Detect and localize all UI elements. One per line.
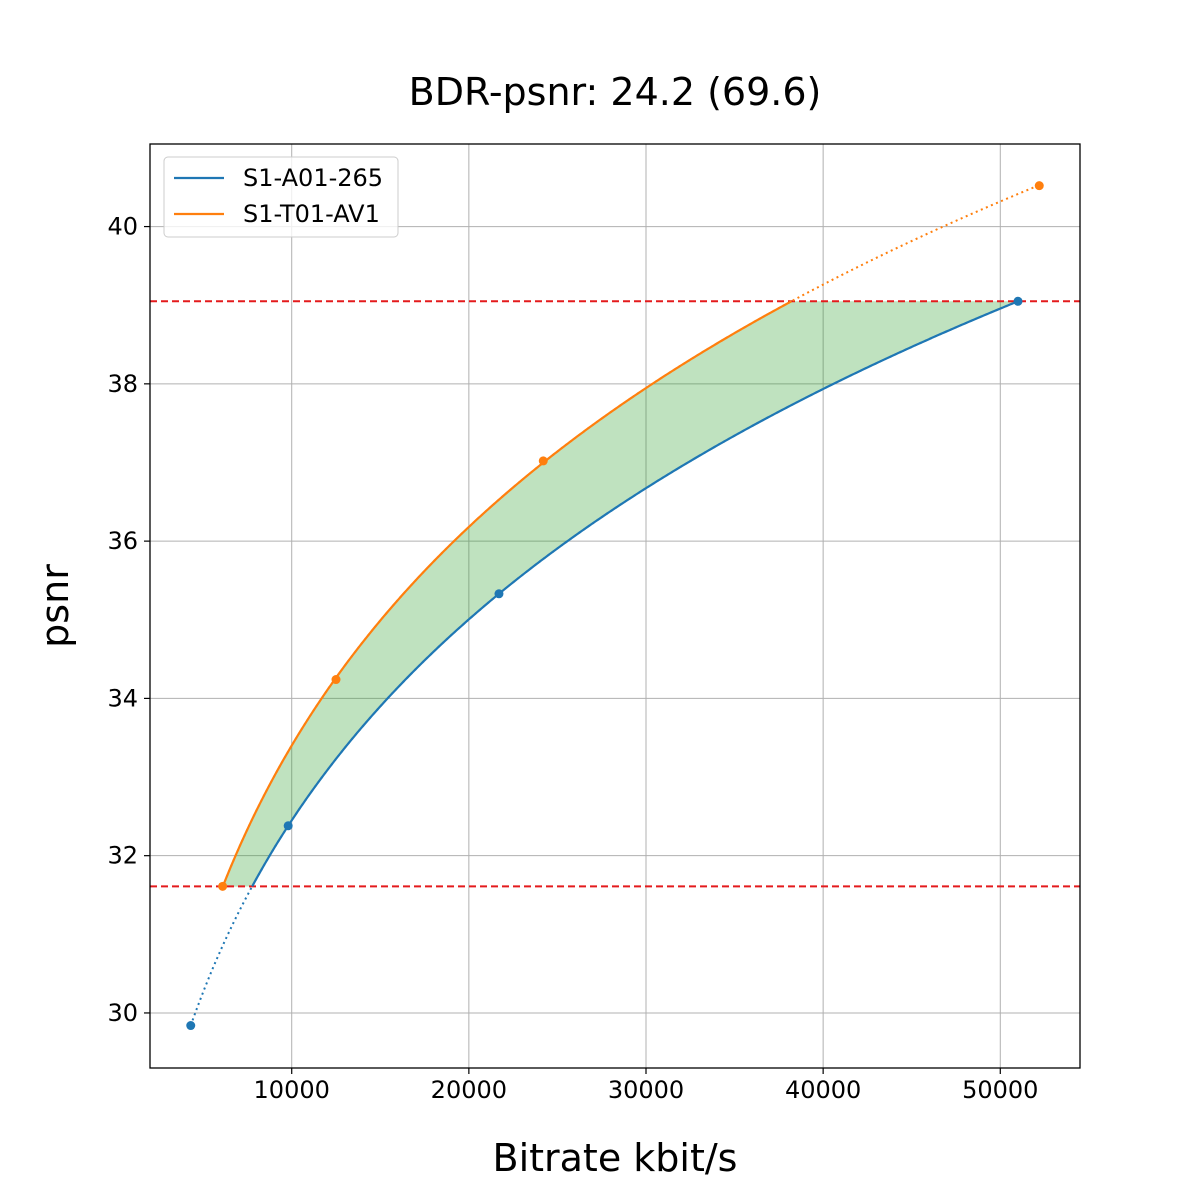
series-1-point: [186, 1021, 196, 1031]
y-tick-label: 38: [107, 370, 138, 398]
legend: S1-A01-265 S1-T01-AV1: [163, 156, 399, 238]
series-2-point: [331, 675, 341, 685]
y-tick-label: 34: [107, 684, 138, 712]
x-tick-label: 40000: [785, 1076, 861, 1104]
series-2-solid-curve: [221, 300, 793, 888]
x-tick-label: 20000: [431, 1076, 507, 1104]
x-axis-label: Bitrate kbit/s: [493, 1136, 738, 1180]
series-2-point: [218, 881, 228, 891]
axes-frame: [149, 143, 1081, 1069]
y-axis-label: psnr: [33, 564, 77, 648]
legend-label: S1-T01-AV1: [243, 200, 380, 228]
x-tick-label: 10000: [254, 1076, 330, 1104]
series-2-point: [538, 456, 548, 466]
y-tick-label: 36: [107, 527, 138, 555]
chart-title: BDR-psnr: 24.2 (69.6): [409, 70, 822, 114]
series-2-point: [1034, 181, 1044, 191]
grid-lines: [150, 144, 1080, 1068]
series-1-point: [494, 589, 504, 599]
plot-area: 10000 20000 30000 40000 50000 30 32 34 36 38 40 S1-…: [107, 143, 1081, 1104]
series-1-point: [283, 821, 293, 831]
x-tick-label: 30000: [608, 1076, 684, 1104]
bd-rate-fill-area: [222, 301, 1018, 887]
series-1-solid-curve: [251, 300, 1019, 887]
y-tick-label: 32: [107, 842, 138, 870]
y-tick-label: 30: [107, 999, 138, 1027]
x-tick-label: 50000: [962, 1076, 1038, 1104]
y-tick-label: 40: [107, 213, 138, 241]
legend-label: S1-A01-265: [243, 164, 383, 192]
series-1-point: [1013, 296, 1023, 306]
